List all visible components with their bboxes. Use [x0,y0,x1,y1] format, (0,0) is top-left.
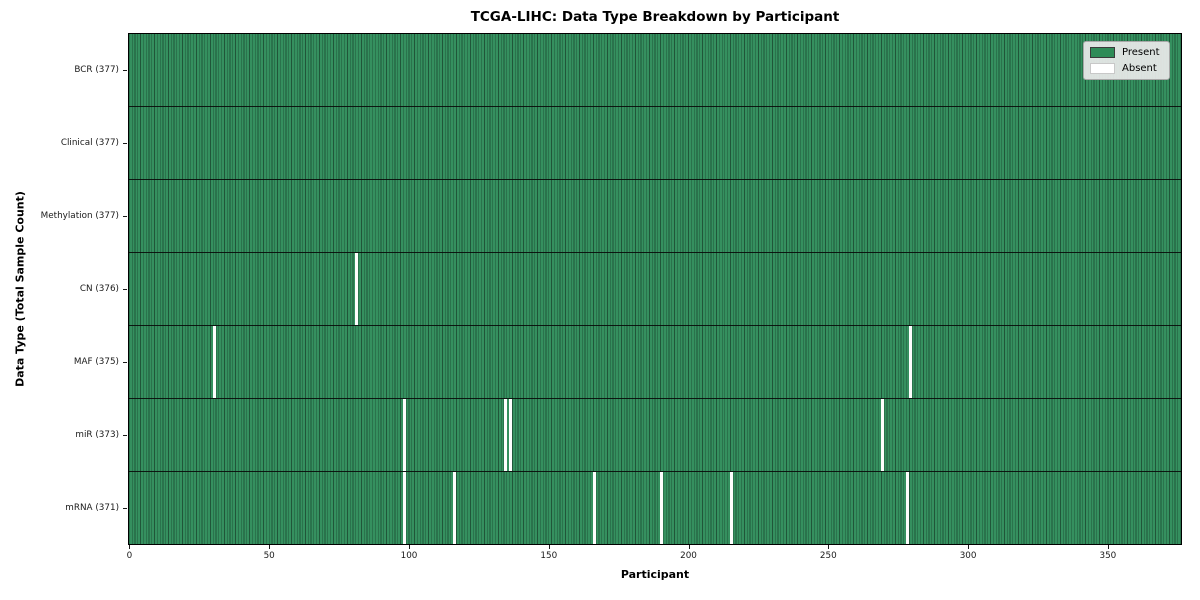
x-tick-label: 100 [400,551,418,561]
x-tick-mark [968,545,970,549]
y-tick-label: Clinical (377) [60,137,119,148]
y-tick-mark [123,362,127,364]
x-tick-mark [269,545,271,549]
x-tick-mark [129,545,131,549]
heatmap-row-cn [129,253,1181,326]
y-tick-mark [123,435,127,437]
x-tick-label: 0 [126,551,133,561]
absent-cell [908,326,912,398]
y-tick-mark [123,289,127,290]
heatmap-row-maf [129,326,1181,399]
x-tick-mark [548,545,550,549]
x-tick-mark [688,545,690,549]
y-tick-label: BCR (377) [74,64,119,75]
absent-cell [402,472,406,544]
absent-cell [906,472,910,544]
absent-cell [453,472,457,544]
legend-swatch-absent [1090,63,1115,74]
absent-cell [592,472,596,544]
absent-cell [509,399,513,471]
heatmap-row-methylation [129,180,1181,253]
absent-cell [729,472,733,544]
chart-title: TCGA-LIHC: Data Type Breakdown by Partic… [470,9,840,25]
legend-label: Present [1122,47,1160,58]
absent-cell [503,399,507,471]
y-tick-mark [123,215,127,217]
absent-cell [880,399,884,471]
legend-entry-present: Present [1090,47,1160,58]
absent-cell [355,253,359,325]
x-tick-mark [409,545,410,549]
y-tick-label: mRNA (371) [65,503,119,514]
y-tick-mark [123,142,127,144]
x-tick-label: 200 [680,551,697,561]
y-tick-label: CN (376) [79,284,119,294]
legend-entry-absent: Absent [1090,63,1160,74]
y-tick-label: Methylation (377) [40,210,119,221]
y-tick-label: miR (373) [75,430,119,441]
heatmap-row-clinical [129,107,1181,180]
heatmap-row-mrna [129,472,1181,544]
absent-cell [212,326,216,398]
absent-cell [402,399,406,471]
x-tick-label: 250 [819,551,837,561]
x-axis-label: Participant [620,568,690,581]
legend-label: Absent [1122,63,1157,74]
x-tick-label: 300 [959,551,977,561]
absent-cell [660,472,664,544]
y-tick-mark [123,69,127,71]
plot-area [128,33,1182,545]
x-tick-label: 150 [540,551,558,561]
heatmap-rows [129,34,1181,544]
y-tick-label: MAF (375) [73,357,119,368]
legend: Present Absent [1083,41,1170,80]
x-tick-mark [1107,545,1109,549]
x-tick-mark [828,545,830,549]
heatmap-row-mir [129,399,1181,472]
heatmap-row-bcr [129,34,1181,107]
x-tick-label: 50 [263,551,275,561]
y-tick-mark [123,508,127,510]
legend-swatch-present [1090,47,1115,58]
x-tick-label: 350 [1099,551,1117,561]
